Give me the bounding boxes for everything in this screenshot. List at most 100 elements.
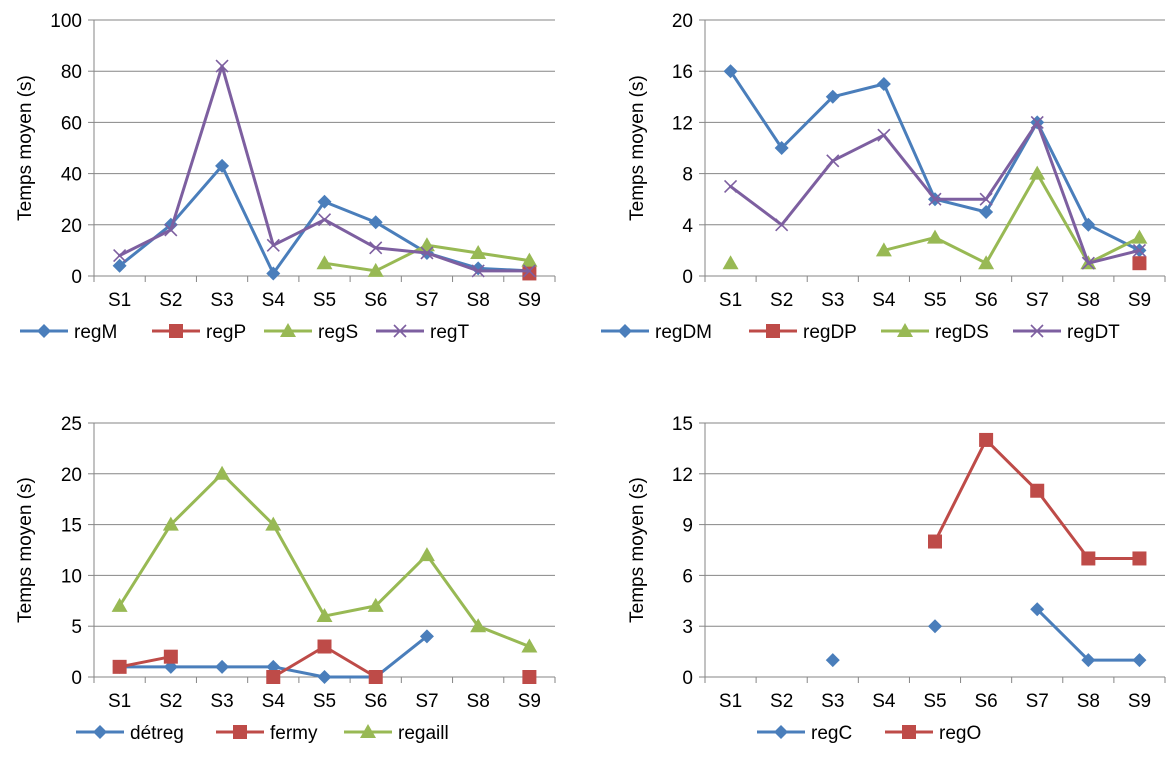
series-line-segment [271, 218, 326, 247]
legend-marker [1030, 324, 1044, 338]
series-line-segment [271, 200, 326, 275]
data-point [979, 432, 994, 447]
data-point [775, 218, 789, 232]
series-line-segment [780, 95, 835, 150]
series-line-segment [984, 172, 1039, 265]
x-tick-label: S4 [262, 691, 286, 712]
data-point [317, 639, 332, 654]
x-tick-label: S9 [518, 290, 541, 311]
legend-label: regC [811, 723, 852, 744]
series-line-segment [118, 523, 173, 608]
data-point [1132, 243, 1147, 257]
y-axis-label: Temps moyen (s) [15, 477, 36, 623]
x-tick-label: S4 [872, 691, 896, 712]
series-line-segment [118, 223, 173, 268]
y-tick-label: 20 [61, 465, 82, 486]
data-point [367, 262, 384, 277]
data-point [266, 238, 280, 252]
series-line-segment [271, 645, 326, 679]
series-line-segment [323, 604, 378, 618]
legend-marker [902, 725, 916, 739]
y-tick-label: 40 [61, 165, 82, 186]
series-line-segment [374, 634, 429, 679]
x-tick-label: S5 [313, 691, 336, 712]
x-tick-label: S2 [770, 691, 793, 712]
y-tick-label: 3 [682, 617, 693, 638]
y-tick-label: 6 [682, 566, 693, 587]
x-tick-label: S8 [1077, 290, 1100, 311]
legend-marker [360, 724, 376, 738]
data-point [979, 192, 993, 206]
data-point [215, 158, 230, 173]
series-line-segment [729, 69, 784, 150]
data-point [113, 248, 127, 263]
x-tick-label: S7 [1026, 290, 1049, 311]
y-tick-label: 0 [682, 267, 693, 288]
series-line-segment [118, 228, 173, 258]
series-line-segment [831, 82, 886, 99]
x-tick-label: S8 [467, 290, 490, 311]
x-tick-label: S5 [923, 691, 946, 712]
data-point [1081, 217, 1096, 232]
data-point [723, 64, 738, 79]
series-line-segment [882, 133, 937, 201]
series-line-segment [425, 243, 480, 255]
data-point [1081, 551, 1096, 566]
data-point [368, 670, 383, 684]
x-tick-label: S9 [518, 691, 541, 712]
data-point [265, 516, 282, 531]
legend-marker [37, 324, 51, 338]
x-tick-label: S6 [974, 290, 997, 311]
data-point [111, 597, 128, 612]
series-line-segment [425, 553, 480, 628]
y-tick-label: 20 [672, 11, 693, 32]
series-line-segment [933, 197, 988, 214]
series-line-segment [1035, 120, 1090, 265]
data-point [1029, 165, 1046, 180]
series-line-segment [374, 220, 429, 255]
legend-entry-regaill: regaill [344, 723, 449, 744]
x-tick-label: S1 [719, 691, 742, 712]
y-tick-label: 8 [682, 165, 693, 186]
data-point [367, 597, 384, 612]
x-tick-label: S9 [1128, 290, 1151, 311]
series-line-segment [984, 120, 1039, 201]
series-line-segment [729, 184, 784, 227]
x-tick-label: S8 [467, 691, 490, 712]
data-point [266, 670, 281, 684]
y-tick-label: 12 [672, 113, 693, 134]
legend-entry-regM: regM [20, 322, 117, 343]
legend-label: regDM [655, 322, 712, 343]
series-line-segment [220, 472, 275, 527]
data-point [420, 246, 434, 260]
y-tick-label: 60 [61, 113, 82, 134]
x-tick-label: S9 [1128, 691, 1151, 712]
legend-entry-regDT: regDT [1013, 322, 1120, 343]
legend-label: regDP [803, 322, 857, 343]
legend-entry-détreg: détreg [76, 723, 184, 744]
data-point [928, 534, 942, 549]
series-line-segment [1035, 489, 1090, 560]
y-tick-label: 4 [682, 216, 693, 237]
series-line-segment [1035, 607, 1090, 662]
series-line-segment [1086, 236, 1141, 265]
data-point [928, 619, 942, 634]
chart-1: 0 20 40 60 80 100 S1 S2 S3 S4 S5 S6 S7 S8 S9 Temps moye… [15, 11, 556, 343]
chart-4: 0 3 6 9 12 15 S1 S2 S3 S4 S5 S6 S7 S8 S9 Temps moyen (s… [627, 414, 1166, 744]
data-point [522, 266, 537, 281]
data-point [316, 608, 333, 623]
x-tick-label: S3 [821, 290, 844, 311]
x-tick-label: S5 [313, 290, 336, 311]
legend-entry-regO: regO [885, 723, 981, 744]
legend-label: regT [430, 322, 469, 343]
data-point [1081, 256, 1095, 270]
data-point [1132, 551, 1147, 566]
data-point [369, 241, 383, 255]
data-point [215, 59, 229, 73]
series-line-segment [933, 236, 988, 265]
data-point [877, 128, 891, 142]
legend-label: regO [939, 723, 981, 744]
series-line-segment [984, 438, 1039, 493]
y-tick-label: 5 [71, 617, 82, 638]
x-tick-label: S1 [719, 290, 742, 311]
